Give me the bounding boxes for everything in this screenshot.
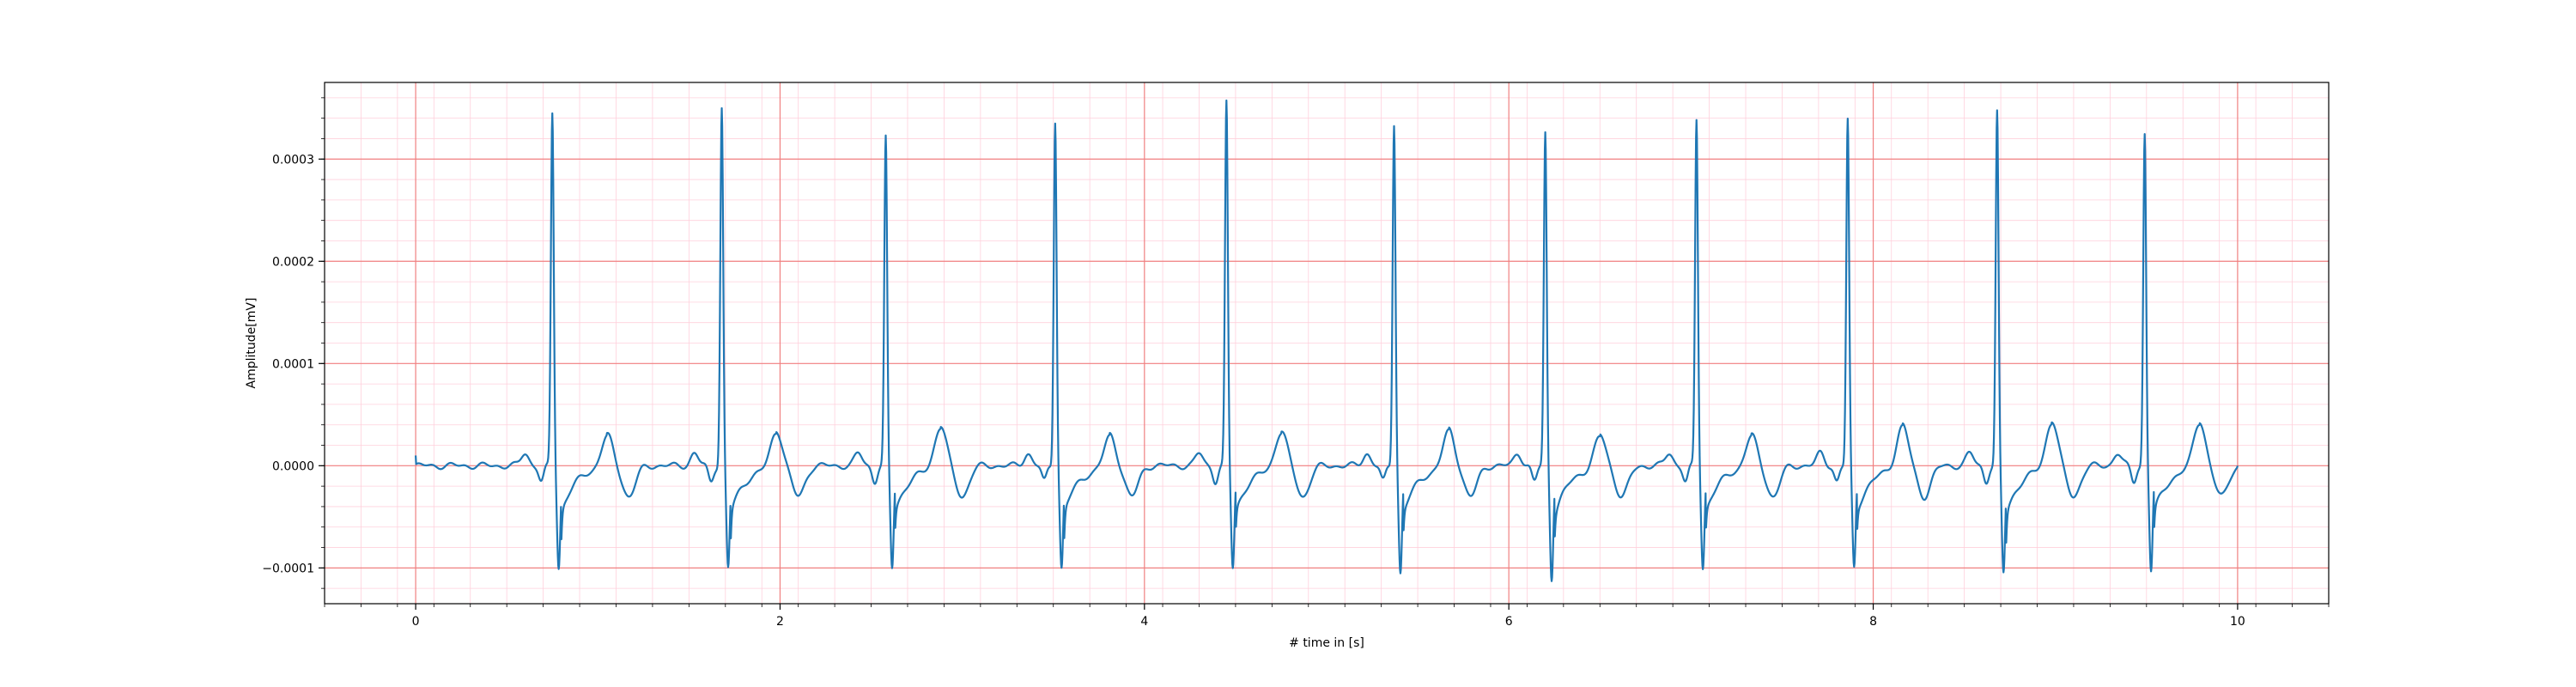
x-tick-label: 4 — [1140, 615, 1148, 629]
y-tick-label: 0.0003 — [272, 153, 314, 167]
x-tick-label: 0 — [412, 615, 420, 629]
x-tick-label: 2 — [776, 615, 784, 629]
axis-ticks — [319, 98, 2329, 610]
x-tick-label: 8 — [1869, 615, 1877, 629]
y-tick-label: −0.0001 — [262, 562, 314, 575]
y-tick-label: 0.0001 — [272, 357, 314, 371]
y-tick-label: 0.0002 — [272, 255, 314, 269]
y-tick-label: 0.0000 — [272, 459, 314, 473]
x-axis-label: # time in [s] — [1289, 636, 1364, 650]
x-tick-label: 6 — [1505, 615, 1513, 629]
y-axis-label: Amplitude[mV] — [245, 298, 258, 389]
x-tick-label: 10 — [2230, 615, 2245, 629]
minor-grid — [325, 82, 2329, 604]
